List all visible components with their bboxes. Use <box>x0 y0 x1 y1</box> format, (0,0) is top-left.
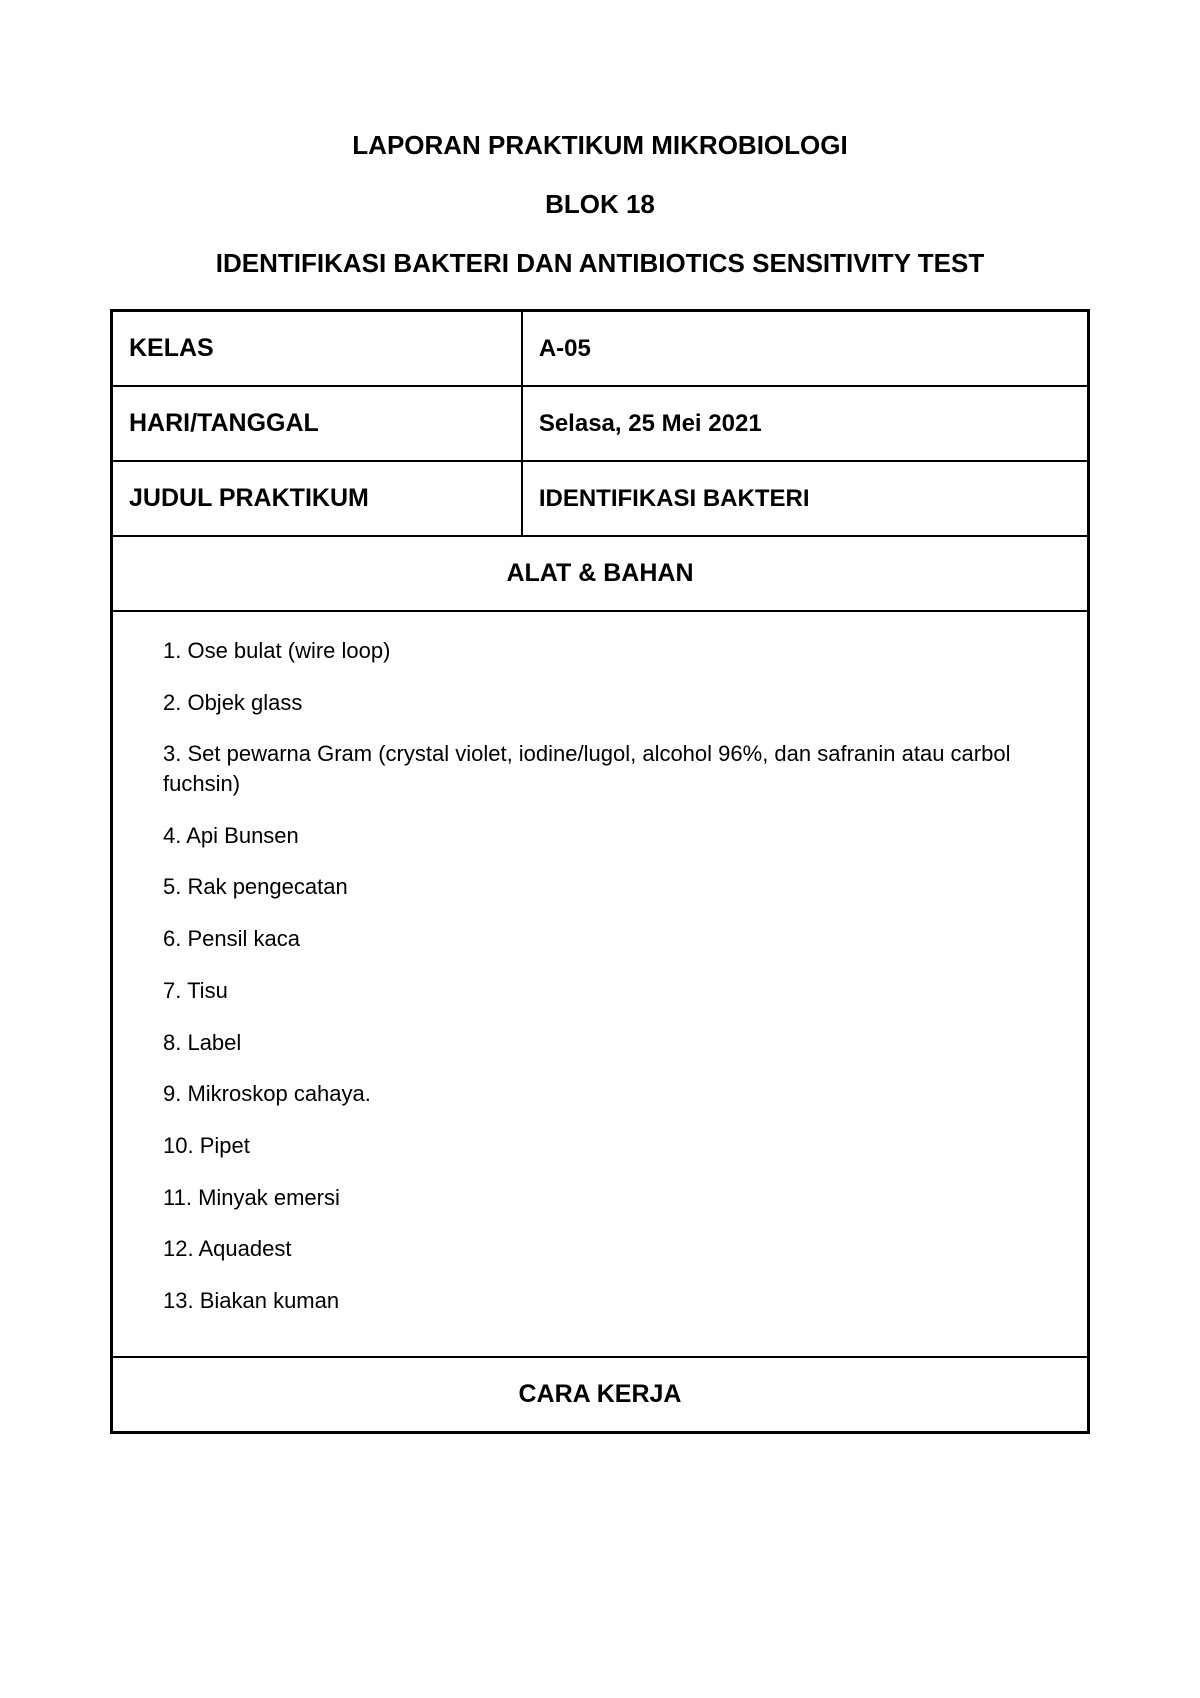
materials-list-item: 9. Mikroskop cahaya. <box>163 1079 1047 1109</box>
materials-header: ALAT & BAHAN <box>112 536 1089 611</box>
info-label: HARI/TANGGAL <box>112 386 522 461</box>
document-table: KELAS A-05 HARI/TANGGAL Selasa, 25 Mei 2… <box>110 309 1090 1434</box>
info-label: KELAS <box>112 311 522 387</box>
info-label: JUDUL PRAKTIKUM <box>112 461 522 536</box>
materials-list-item: 7. Tisu <box>163 976 1047 1006</box>
info-row-kelas: KELAS A-05 <box>112 311 1089 387</box>
section-row-procedure: CARA KERJA <box>112 1357 1089 1433</box>
materials-list-row: 1. Ose bulat (wire loop) 2. Objek glass 3.… <box>112 611 1089 1357</box>
materials-list-item: 12. Aquadest <box>163 1234 1047 1264</box>
info-row-judul-praktikum: JUDUL PRAKTIKUM IDENTIFIKASI BAKTERI <box>112 461 1089 536</box>
title-line-1: LAPORAN PRAKTIKUM MIKROBIOLOGI <box>110 130 1090 161</box>
document-header: LAPORAN PRAKTIKUM MIKROBIOLOGI BLOK 18 I… <box>110 130 1090 279</box>
materials-list-item: 3. Set pewarna Gram (crystal violet, iod… <box>163 739 1047 798</box>
info-value: Selasa, 25 Mei 2021 <box>522 386 1089 461</box>
materials-list-item: 8. Label <box>163 1028 1047 1058</box>
materials-list-item: 11. Minyak emersi <box>163 1183 1047 1213</box>
materials-list-item: 1. Ose bulat (wire loop) <box>163 636 1047 666</box>
materials-list-item: 10. Pipet <box>163 1131 1047 1161</box>
section-row-materials: ALAT & BAHAN <box>112 536 1089 611</box>
info-row-hari-tanggal: HARI/TANGGAL Selasa, 25 Mei 2021 <box>112 386 1089 461</box>
materials-list-cell: 1. Ose bulat (wire loop) 2. Objek glass 3.… <box>112 611 1089 1357</box>
materials-list-item: 13. Biakan kuman <box>163 1286 1047 1316</box>
info-value: IDENTIFIKASI BAKTERI <box>522 461 1089 536</box>
materials-list-item: 6. Pensil kaca <box>163 924 1047 954</box>
title-line-2: BLOK 18 <box>110 189 1090 220</box>
info-value: A-05 <box>522 311 1089 387</box>
procedure-header: CARA KERJA <box>112 1357 1089 1433</box>
materials-list-item: 2. Objek glass <box>163 688 1047 718</box>
title-line-3: IDENTIFIKASI BAKTERI DAN ANTIBIOTICS SEN… <box>110 248 1090 279</box>
materials-list-item: 5. Rak pengecatan <box>163 872 1047 902</box>
materials-list-item: 4. Api Bunsen <box>163 821 1047 851</box>
materials-list: 1. Ose bulat (wire loop) 2. Objek glass 3.… <box>163 636 1047 1316</box>
